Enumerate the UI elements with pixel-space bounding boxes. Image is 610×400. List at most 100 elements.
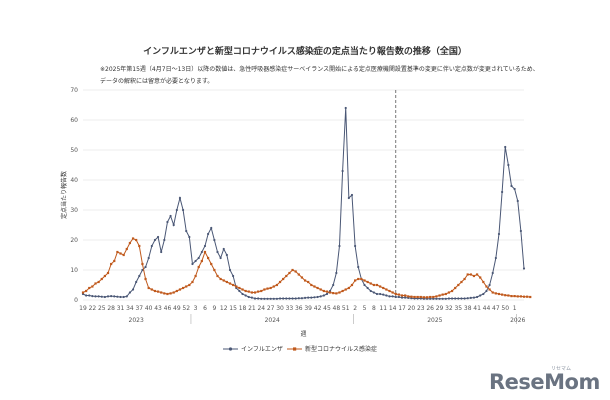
x-tick-label: 48 [333, 305, 341, 312]
y-tick-label: 60 [70, 117, 78, 124]
covid-point [319, 288, 322, 291]
influenza-point [322, 294, 325, 297]
covid-point [385, 288, 388, 291]
covid-point [244, 289, 247, 293]
covid-point [241, 288, 244, 291]
covid-point [450, 289, 454, 293]
y-axis-label: 定点当たり報告数 [60, 171, 68, 219]
influenza-point [438, 297, 441, 300]
covid-point [504, 294, 507, 297]
year-label: 2025 [427, 317, 442, 324]
influenza-point [125, 295, 128, 298]
year-label: 2024 [265, 317, 280, 324]
influenza-point [347, 196, 350, 200]
covid-point [141, 262, 144, 266]
influenza-point [450, 297, 454, 300]
influenza-point [388, 295, 391, 298]
covid-point [397, 293, 400, 296]
covid-point [175, 289, 178, 293]
x-tick-label: 2 [353, 305, 357, 312]
x-tick-label: 35 [454, 305, 462, 312]
covid-point [260, 289, 263, 293]
x-tick-label: 18 [239, 305, 247, 312]
influenza-point [181, 208, 185, 212]
covid-point [269, 286, 272, 290]
x-tick-label: 43 [154, 305, 162, 312]
covid-point [341, 289, 344, 293]
influenza-point [153, 238, 157, 242]
covid-point [247, 290, 250, 293]
y-tick-label: 0 [74, 297, 78, 304]
covid-point [219, 277, 222, 281]
x-tick-label: 22 [89, 305, 97, 312]
covid-point [422, 296, 426, 299]
covid-point [400, 294, 404, 297]
covid-point [432, 295, 435, 299]
covid-point [354, 279, 357, 282]
influenza-point [278, 297, 282, 300]
covid-point [413, 295, 416, 299]
covid-point [332, 292, 335, 295]
influenza-point [294, 297, 297, 300]
covid-point [200, 259, 203, 263]
covid-point [516, 295, 519, 298]
influenza-point [169, 214, 172, 218]
covid-point [119, 252, 122, 255]
influenza-point [103, 295, 106, 299]
influenza-point [266, 297, 269, 300]
covid-point [507, 294, 510, 297]
x-tick-label: 17 [398, 305, 406, 312]
covid-point [257, 290, 260, 293]
influenza-point [444, 297, 447, 300]
influenza-point [200, 250, 203, 254]
influenza-point [441, 297, 444, 300]
covid-point [122, 253, 125, 257]
influenza-point [178, 196, 182, 200]
covid-point [216, 274, 219, 278]
covid-point [160, 291, 163, 294]
series-line-covid [82, 237, 531, 298]
covid-point [81, 291, 85, 294]
series-lines [81, 106, 532, 300]
covid-point [388, 289, 391, 293]
influenza-point [366, 286, 369, 290]
x-tick-label: 31 [117, 305, 125, 312]
covid-point [303, 279, 307, 282]
influenza-point [191, 262, 194, 266]
influenza-point [460, 297, 463, 300]
chart-title: インフルエンザと新型コロナウイルス感染症の定点当たり報告数の推移（全国） [143, 47, 467, 57]
covid-point [472, 274, 476, 278]
influenza-point [253, 297, 257, 300]
influenza-point [382, 293, 385, 296]
influenza-point [188, 235, 191, 239]
influenza-point [172, 223, 175, 227]
influenza-point [319, 295, 322, 298]
x-tick-label: 28 [107, 305, 115, 312]
y-tick-labels: 0 10 20 30 40 50 60 70 [70, 87, 78, 304]
influenza-point [397, 295, 400, 299]
x-tick-label: 51 [342, 305, 350, 312]
covid-point [416, 295, 419, 299]
covid-point [88, 286, 91, 290]
covid-point [85, 289, 88, 293]
influenza-point [288, 297, 291, 300]
y-tick-label: 70 [70, 87, 78, 94]
x-tick-label: 25 [98, 305, 106, 312]
covid-point [91, 285, 94, 288]
influenza-point [225, 253, 228, 257]
covid-point [310, 283, 313, 287]
covid-point [222, 279, 225, 282]
influenza-point [310, 296, 313, 299]
influenza-point [263, 297, 266, 300]
influenza-point [475, 295, 479, 299]
covid-point [188, 283, 191, 287]
covid-point [291, 268, 294, 272]
covid-point [228, 282, 232, 285]
covid-point [425, 296, 429, 299]
x-tick-label: 5 [363, 305, 367, 312]
covid-point [328, 291, 332, 294]
covid-point [97, 280, 100, 284]
covid-point [266, 287, 269, 290]
covid-point [213, 268, 216, 272]
y-tick-label: 50 [70, 147, 78, 154]
